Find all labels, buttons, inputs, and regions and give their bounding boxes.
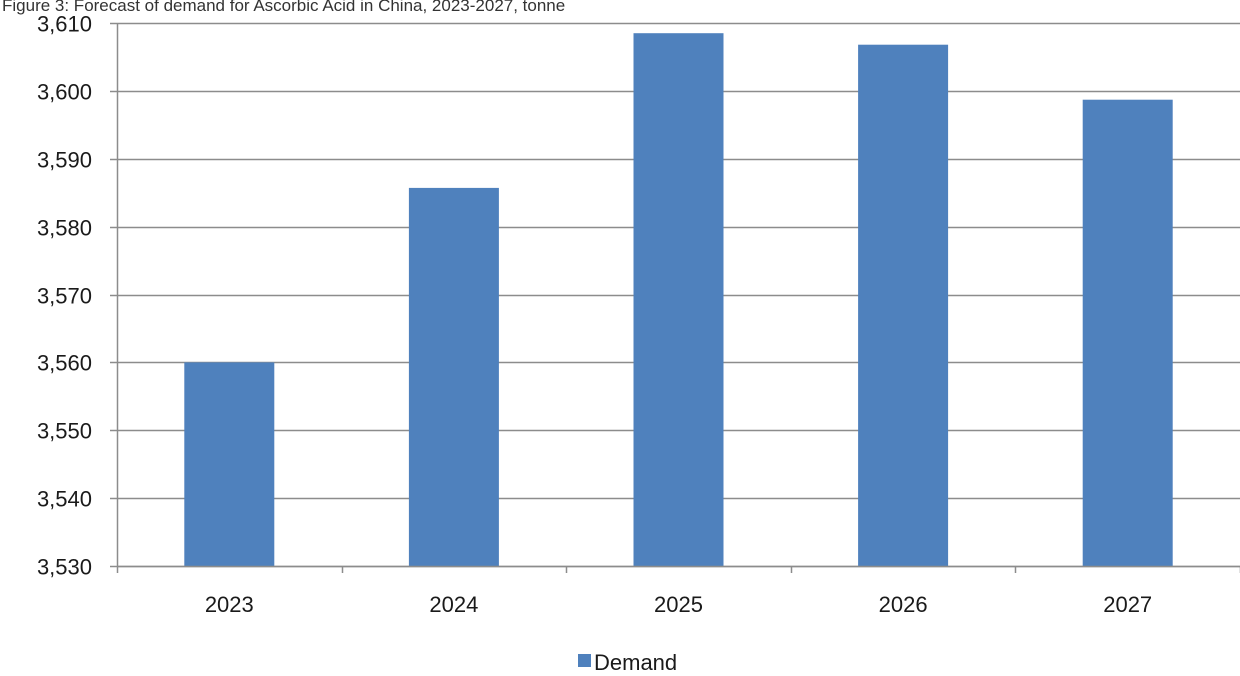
x-tick-label: 2026 — [879, 592, 928, 617]
bars — [184, 33, 1173, 566]
y-tick-label: 3,550 — [37, 419, 92, 444]
x-tick-label: 2023 — [205, 592, 254, 617]
bar-2026 — [858, 44, 949, 566]
y-tick-label: 3,610 — [37, 12, 92, 37]
y-tick-label: 3,580 — [37, 216, 92, 241]
y-tick-label: 3,560 — [37, 351, 92, 376]
legend-label-demand: Demand — [594, 650, 677, 675]
bar-2025 — [633, 33, 724, 566]
y-tick-label: 3,600 — [37, 80, 92, 105]
bar-2024 — [408, 187, 499, 566]
x-tick-labels: 2023 2024 2025 2026 2027 — [205, 592, 1152, 617]
legend-swatch-demand — [578, 654, 591, 667]
y-tick-labels: 3,530 3,540 3,550 3,560 3,570 3,580 3,590 3,600… — [37, 12, 92, 580]
axes — [110, 22, 1240, 573]
x-tick-label: 2024 — [429, 592, 478, 617]
y-tick-label: 3,540 — [37, 487, 92, 512]
y-tick-label: 3,570 — [37, 284, 92, 309]
y-tick-label: 3,590 — [37, 148, 92, 173]
bar-2027 — [1082, 99, 1173, 566]
x-tick-label: 2025 — [654, 592, 703, 617]
chart-title: Figure 3: Forecast of demand for Ascorbi… — [2, 0, 565, 15]
y-tick-label: 3,530 — [37, 555, 92, 580]
x-tick-label: 2027 — [1103, 592, 1152, 617]
legend: Demand — [578, 650, 677, 675]
bar-2023 — [184, 362, 275, 566]
